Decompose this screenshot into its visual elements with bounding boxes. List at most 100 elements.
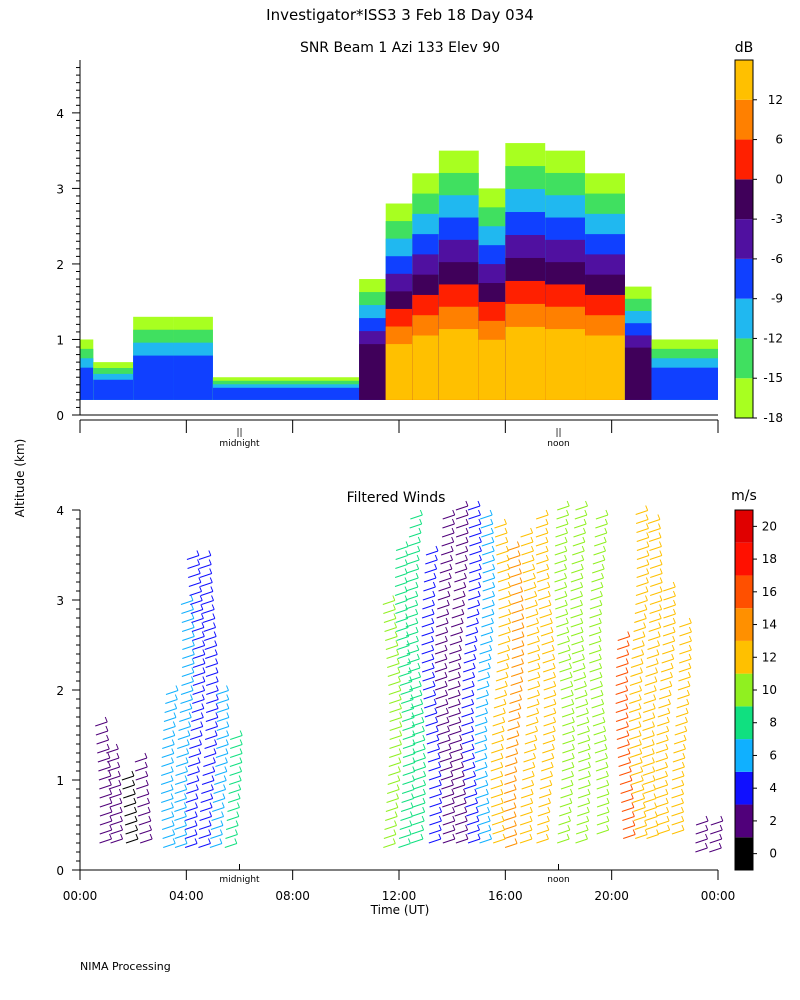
wind-barb-flag (533, 743, 537, 750)
wind-colorbar-unit: m/s (731, 488, 757, 504)
wind-barb (494, 532, 508, 538)
wind-barb-flag (105, 725, 109, 732)
wind-barb (426, 730, 439, 736)
wind-barb-flag (484, 770, 488, 777)
wind-barb (647, 635, 661, 642)
wind-barb-flag (215, 667, 219, 673)
wind-barb (656, 739, 669, 745)
wind-barb-flag (665, 788, 669, 795)
wind-barb (474, 766, 488, 772)
wind-barb-flag (587, 752, 591, 759)
wind-barb-flag (502, 707, 506, 714)
wind-barb-flag (553, 698, 557, 705)
wind-barb (455, 505, 469, 511)
wind-barb (538, 793, 552, 799)
wind-barb-flag (666, 716, 670, 723)
wind-barb (615, 689, 628, 696)
wind-barb (134, 757, 148, 763)
wind-barb (400, 815, 413, 822)
wind-barb (205, 653, 218, 660)
wind-barb (200, 590, 214, 597)
wind-barb-flag (587, 779, 591, 786)
wind-barb-flag (583, 680, 587, 687)
wind-colorbar-label: 20 (762, 519, 777, 533)
wind-barb-flag (606, 788, 610, 795)
wind-barb-flag (464, 815, 468, 822)
winds-y-tick-label: 1 (56, 774, 64, 788)
wind-barb (464, 649, 477, 655)
wind-barb-flag (606, 824, 610, 831)
wind-barb-flag (567, 824, 571, 831)
wind-barb-flag (407, 838, 411, 844)
wind-barb (497, 568, 510, 574)
wind-barb (511, 644, 525, 651)
wind-barb-flag (237, 802, 240, 808)
wind-barb-flag (686, 698, 690, 705)
wind-barb (520, 811, 533, 817)
wind-barb-flag (502, 824, 505, 831)
wind-barb (138, 820, 152, 826)
wind-colorbar-label: 0 (769, 847, 777, 861)
wind-barb-flag (545, 527, 549, 534)
wind-barb (575, 829, 589, 835)
wind-barb (412, 739, 426, 745)
wind-barb (198, 824, 212, 831)
wind-barb (536, 838, 549, 844)
wind-barb-flag (418, 671, 422, 678)
wind-barb-flag (446, 608, 450, 615)
wind-barb (439, 757, 452, 763)
wind-barb-flag (147, 797, 150, 804)
wind-barb-flag (546, 815, 550, 822)
wind-barb (429, 802, 442, 808)
wind-barb (562, 739, 575, 745)
snr-colorbar-label: -12 (763, 331, 783, 345)
wind-barb-flag (184, 820, 187, 826)
wind-barb (463, 658, 476, 664)
wind-barb (455, 523, 469, 529)
wind-barb-flag (226, 721, 230, 727)
wind-barb (191, 707, 205, 714)
snr-echo-band (385, 344, 413, 400)
wind-barb-flag (219, 838, 223, 844)
wind-barb (523, 577, 536, 583)
wind-barb (490, 766, 503, 772)
wind-barb-flag (489, 833, 493, 840)
wind-barb (521, 784, 534, 790)
wind-barb-flag (109, 806, 113, 813)
wind-barb-flag (668, 689, 672, 696)
wind-barb-flag (550, 770, 553, 777)
wind-barb (542, 649, 555, 655)
wind-barb (435, 631, 448, 637)
wind-barb-flag (213, 622, 217, 628)
wind-barb (108, 775, 121, 781)
wind-barb-flag (172, 730, 176, 736)
wind-barb-flag (584, 509, 588, 516)
wind-barb-flag (451, 527, 455, 534)
wind-barb-flag (681, 797, 684, 804)
wind-barb (695, 847, 708, 853)
wind-barb-flag (473, 653, 477, 660)
wind-barb-flag (145, 770, 149, 777)
wind-barb-flag (215, 658, 219, 664)
wind-barb (190, 608, 204, 615)
wind-barb-flag (433, 689, 437, 696)
wind-barb (411, 721, 425, 727)
wind-barb (441, 532, 455, 538)
wind-barb-flag (107, 761, 111, 768)
wind-barb-flag (569, 662, 572, 669)
wind-barb-flag (583, 527, 586, 534)
wind-barb (524, 748, 537, 754)
wind-barb (386, 797, 399, 804)
wind-barb (201, 779, 215, 786)
wind-barb-flag (605, 761, 609, 768)
wind-barb (176, 752, 189, 759)
wind-barb-flag (184, 784, 188, 790)
snr-colorbar-frame (734, 59, 754, 419)
wind-barb (572, 550, 585, 556)
wind-barb (577, 802, 590, 808)
wind-barb (203, 761, 216, 768)
wind-barb (560, 685, 573, 691)
wind-barb (448, 667, 461, 673)
wind-barb-flag (587, 788, 591, 795)
wind-barb-flag (638, 712, 642, 718)
